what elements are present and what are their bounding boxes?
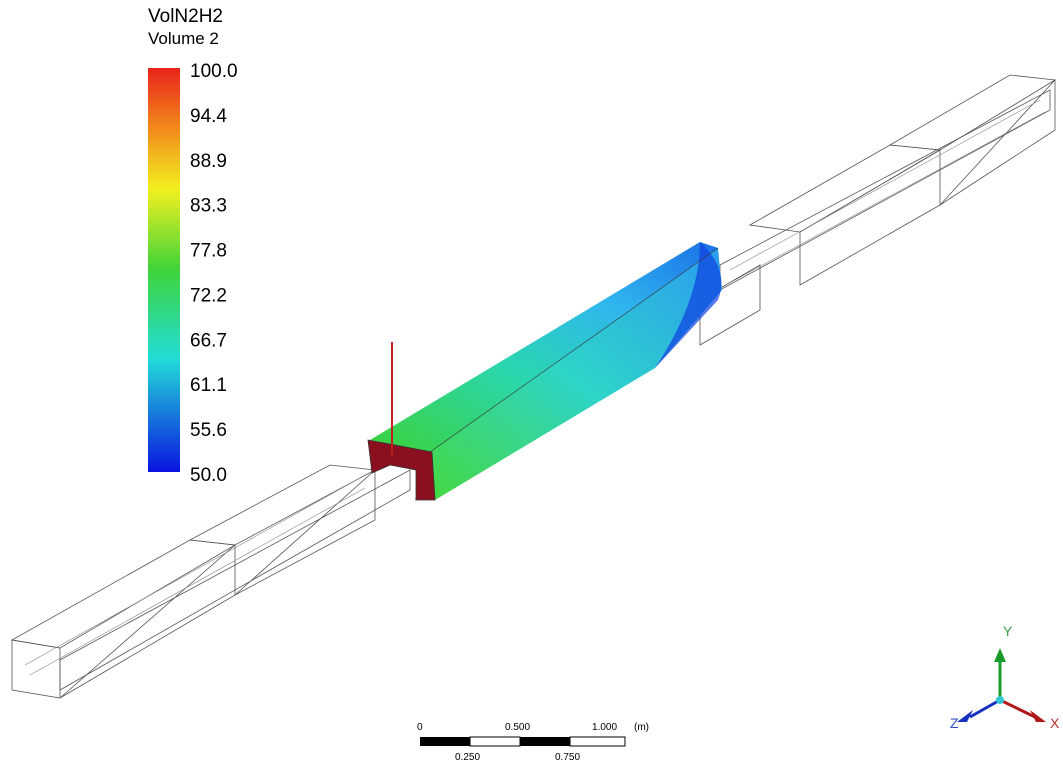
legend-subtitle: Volume 2: [148, 29, 219, 48]
legend-tick-label: 94.4: [190, 106, 227, 127]
scale-label: 0.250: [455, 752, 480, 763]
legend-tick-label: 61.1: [190, 375, 227, 396]
legend-tick-label: 83.3: [190, 196, 227, 217]
color-bar: [148, 68, 180, 472]
legend-tick-label: 72.2: [190, 285, 227, 306]
scale-label: 0.750: [555, 752, 580, 763]
legend-tick-label: 100.0: [190, 61, 238, 82]
axis-label: X: [1050, 715, 1060, 731]
scale-bar: [420, 737, 625, 746]
legend-ticks: 100.0 94.4 88.9 83.3 77.8 72.2 66.7 61.1 55.6 50.…: [190, 61, 238, 486]
contour-body: [368, 242, 722, 500]
axis-label: Y: [1003, 623, 1013, 639]
scale-label: 0.500: [505, 722, 530, 733]
viewport: VolN2H2 Volume 2 100.0 94.4 88.9 83.3 77.8 72…: [0, 0, 1063, 764]
scale-unit: (m): [634, 722, 649, 733]
legend-tick-label: 55.6: [190, 420, 227, 441]
legend-tick-label: 66.7: [190, 330, 227, 351]
scale-label: 0: [417, 722, 423, 733]
legend-tick-label: 50.0: [190, 465, 227, 486]
scale-label: 1.000: [592, 722, 617, 733]
legend-title: VolN2H2: [148, 6, 223, 27]
axis-label: Z: [950, 715, 959, 731]
axis-triad: [957, 648, 1046, 722]
legend-tick-label: 77.8: [190, 241, 227, 262]
legend-tick-label: 88.9: [190, 151, 227, 172]
